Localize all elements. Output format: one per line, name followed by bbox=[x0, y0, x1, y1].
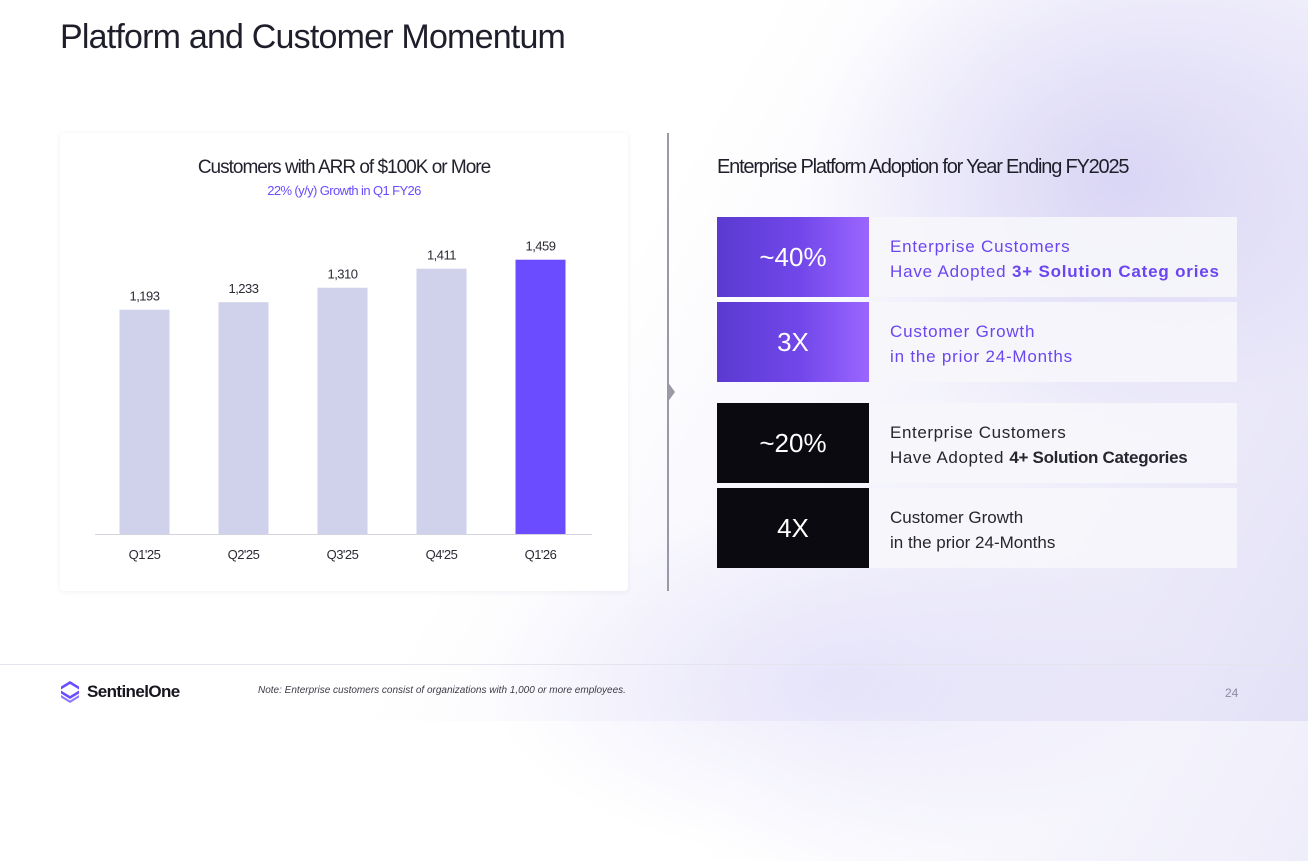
adoption-title: Enterprise Platform Adoption for Year En… bbox=[717, 156, 1130, 178]
stat-description: Enterprise Customers Have Adopted 3+ Sol… bbox=[890, 234, 1220, 284]
stat-line1: Customer Growth bbox=[890, 508, 1024, 527]
data-label: 1,310 bbox=[327, 267, 357, 282]
stat-bold-text: 4+ Solution Categories bbox=[1009, 448, 1188, 467]
stat-row-growth-3x: 3X Customer Growth in the prior 24-Month… bbox=[717, 302, 1237, 382]
chart-title: Customers with ARR of $100K or More bbox=[197, 157, 491, 178]
stat-line2: in the prior 24-Months bbox=[890, 533, 1056, 552]
x-tick-label: Q3'25 bbox=[327, 547, 359, 562]
stat-description: Enterprise Customers Have Adopted 4+ Sol… bbox=[890, 420, 1188, 470]
stat-value: 3X bbox=[717, 302, 869, 382]
x-tick-label: Q1'26 bbox=[525, 547, 557, 562]
stat-line2: in the prior 24-Months bbox=[890, 347, 1073, 366]
chart-card: Customers with ARR of $100K or More 22% … bbox=[60, 133, 628, 591]
footnote: Note: Enterprise customers consist of or… bbox=[258, 685, 626, 696]
data-label: 1,193 bbox=[129, 289, 159, 304]
x-tick-label: Q1'25 bbox=[129, 547, 161, 562]
brand-name: SentinelOne bbox=[87, 682, 180, 701]
brand-logo: SentinelOne bbox=[60, 680, 180, 704]
bar-q126 bbox=[515, 259, 566, 534]
stat-value: 4X bbox=[717, 488, 869, 568]
data-label: 1,233 bbox=[228, 281, 258, 296]
data-label: 1,411 bbox=[427, 248, 456, 263]
divider-arrow-icon bbox=[667, 381, 675, 403]
x-tick-label: Q4'25 bbox=[426, 547, 458, 562]
bar-chart: 1,193 Q1'25 1,233 Q2'25 1,310 Q3'25 1,411 Q4'25… bbox=[95, 239, 592, 562]
x-tick-label: Q2'25 bbox=[228, 547, 260, 562]
page-title: Platform and Customer Momentum bbox=[60, 18, 566, 56]
stat-description: Customer Growth in the prior 24-Months bbox=[890, 319, 1073, 369]
footer-divider bbox=[0, 664, 1308, 665]
stat-value: ~20% bbox=[717, 403, 869, 483]
section-divider bbox=[667, 133, 669, 591]
stat-line2: Have Adopted 3+ Solution Categ ories bbox=[890, 262, 1220, 281]
stat-line1: Enterprise Customers bbox=[890, 423, 1067, 442]
stat-line1: Customer Growth bbox=[890, 322, 1036, 341]
stat-row-enterprise-4plus: ~20% Enterprise Customers Have Adopted 4… bbox=[717, 403, 1237, 483]
bar-q225 bbox=[218, 302, 269, 534]
stat-line2: Have Adopted 4+ Solution Categories bbox=[890, 448, 1188, 467]
stat-row-growth-4x: 4X Customer Growth in the prior 24-Month… bbox=[717, 488, 1237, 568]
stat-value: ~40% bbox=[717, 217, 869, 297]
chart-subtitle: 22% (y/y) Growth in Q1 FY26 bbox=[267, 183, 421, 198]
sentinelone-logo-icon bbox=[61, 681, 79, 703]
stat-row-enterprise-3plus: ~40% Enterprise Customers Have Adopted 3… bbox=[717, 217, 1237, 297]
bar-q125 bbox=[119, 309, 170, 534]
bar-q325 bbox=[317, 287, 368, 534]
stat-line1: Enterprise Customers bbox=[890, 237, 1071, 256]
page-number: 24 bbox=[1225, 686, 1239, 700]
bar-q425 bbox=[416, 268, 467, 534]
stat-description: Customer Growth in the prior 24-Months bbox=[890, 505, 1055, 555]
stat-bold-text: 3+ Solution Categ ories bbox=[1011, 262, 1220, 281]
data-label: 1,459 bbox=[525, 239, 555, 254]
